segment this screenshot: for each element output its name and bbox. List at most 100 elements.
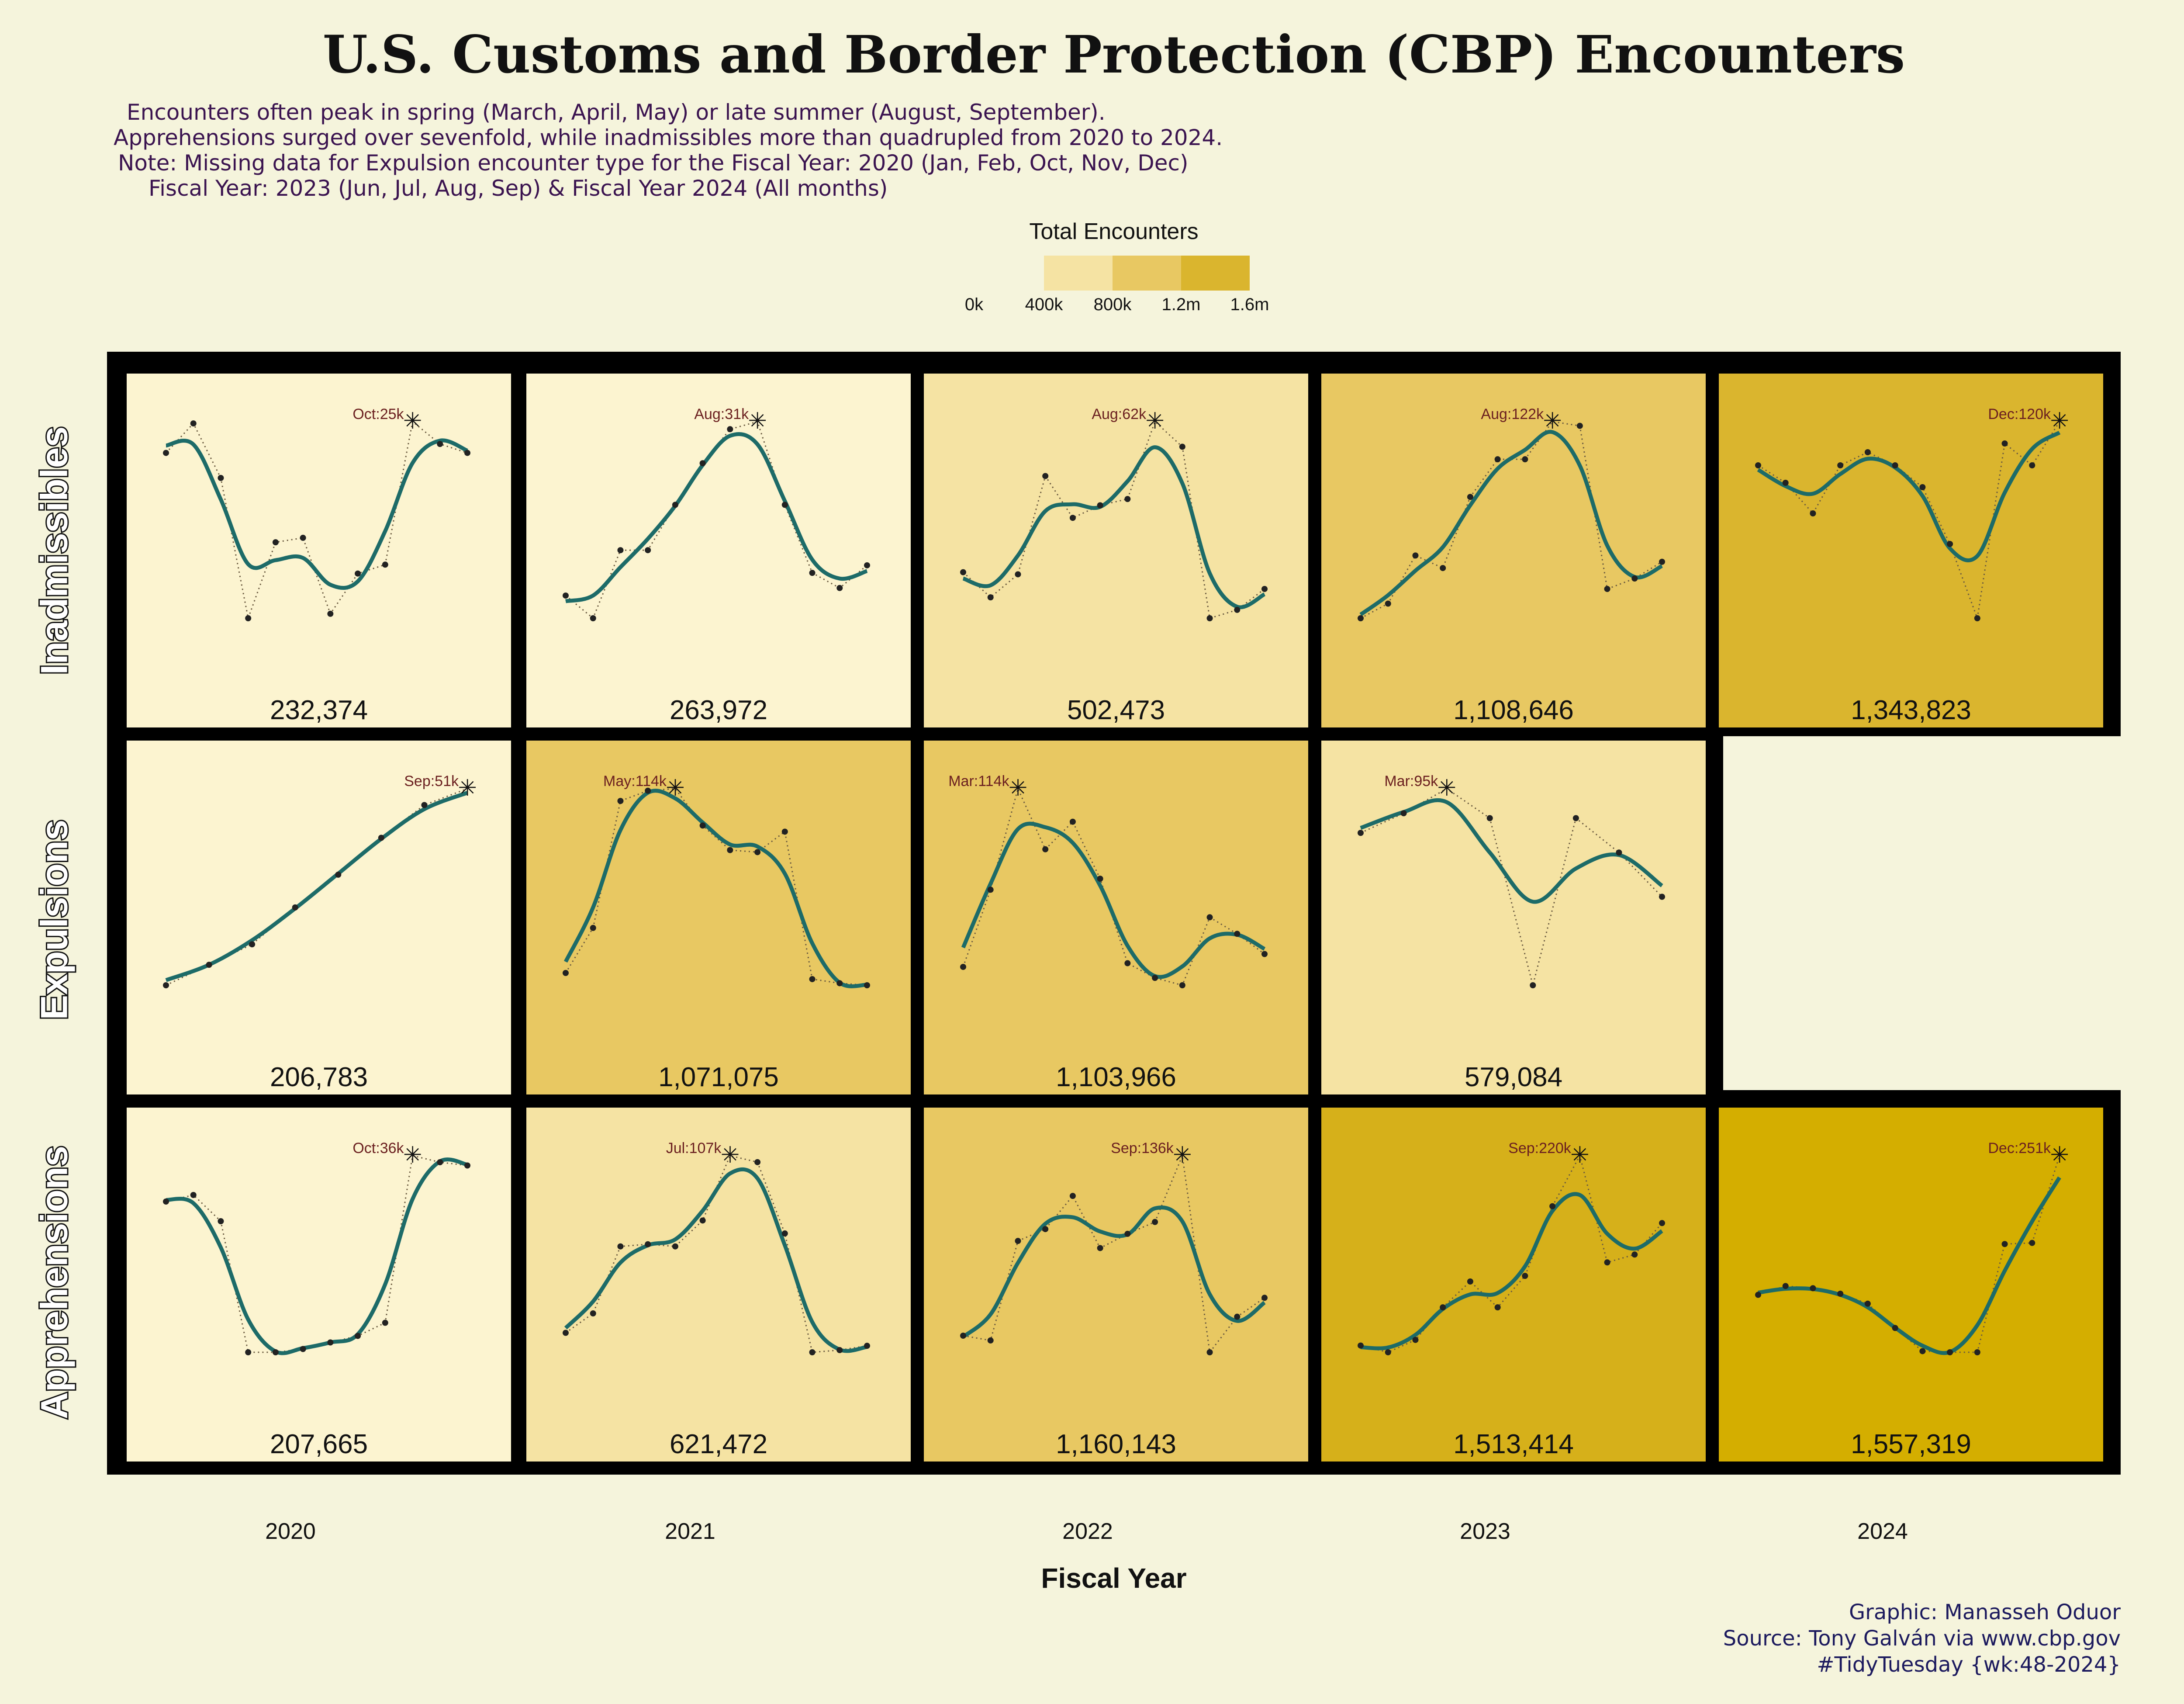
panel-total: 502,473 — [1067, 695, 1165, 725]
monthly-point — [1974, 615, 1980, 621]
peak-label: Dec:120k — [1988, 406, 2051, 423]
monthly-point — [1631, 1251, 1638, 1258]
monthly-point — [1494, 1304, 1501, 1311]
monthly-connector-line — [1360, 1153, 1663, 1353]
monthly-point — [836, 980, 843, 987]
monthly-point — [1530, 982, 1536, 988]
chart-title: U.S. Customs and Border Protection (CBP)… — [322, 24, 1905, 85]
monthly-point — [163, 982, 169, 988]
monthly-point — [1892, 1325, 1898, 1331]
peak-label: Oct:36k — [352, 1140, 404, 1157]
monthly-point — [563, 592, 569, 599]
monthly-point — [645, 547, 651, 554]
trend-line — [166, 438, 468, 590]
monthly-point — [1400, 810, 1407, 817]
monthly-point — [1755, 462, 1761, 468]
trend-line — [1758, 1176, 2061, 1355]
peak-marker: ✳ — [1437, 775, 1456, 801]
monthly-point — [1486, 815, 1493, 821]
monthly-point — [300, 1346, 306, 1352]
panel-plot: ✳Dec:251k — [1755, 1140, 2069, 1355]
monthly-point — [327, 610, 334, 617]
peak-marker: ✳ — [458, 775, 477, 801]
legend-swatch-2 — [1113, 256, 1181, 291]
panel-plot: ✳Mar:95k — [1358, 773, 1665, 988]
monthly-point — [1234, 931, 1241, 937]
trend-line — [962, 445, 1266, 610]
monthly-point — [1042, 1226, 1049, 1233]
caption-line-1: Graphic: Manasseh Oduor — [1849, 1600, 2121, 1624]
monthly-point — [1097, 876, 1103, 882]
monthly-point — [617, 547, 624, 554]
monthly-point — [617, 798, 624, 804]
monthly-point — [1440, 565, 1446, 571]
monthly-point — [1522, 456, 1528, 463]
subtitle-line-4: Fiscal Year: 2023 (Jun, Jul, Aug, Sep) &… — [149, 176, 888, 201]
monthly-point — [437, 1159, 443, 1165]
panel-inadmissibles-2024: ✳ Dec:120k 1,343,823 — [1719, 374, 2103, 727]
monthly-point — [1097, 502, 1103, 509]
monthly-point — [1919, 484, 1926, 490]
monthly-connector-line — [1360, 421, 1662, 619]
panel-total: 1,513,414 — [1453, 1429, 1574, 1459]
monthly-point — [727, 847, 733, 853]
panel-total: 1,071,075 — [658, 1062, 779, 1092]
monthly-point — [190, 420, 197, 427]
monthly-point — [1919, 1348, 1926, 1354]
monthly-point — [2029, 1240, 2035, 1246]
subtitle-line-1: Encounters often peak in spring (March, … — [127, 100, 1106, 125]
col-label-2024: 2024 — [1857, 1519, 1908, 1544]
monthly-connector-line — [565, 1155, 867, 1353]
monthly-point — [1234, 1313, 1241, 1320]
monthly-point — [590, 615, 596, 621]
monthly-point — [1947, 1349, 1953, 1355]
monthly-point — [1069, 515, 1076, 521]
monthly-point — [464, 1162, 470, 1169]
panel-plot: ✳Sep:220k — [1358, 1140, 1665, 1355]
col-label-2022: 2022 — [1062, 1519, 1113, 1544]
monthly-point — [1974, 1349, 1980, 1355]
monthly-point — [1042, 473, 1049, 479]
monthly-point — [1576, 423, 1583, 429]
monthly-point — [590, 1310, 596, 1316]
panel-inadmissibles-2020: ✳ Oct:25k 232,374 — [127, 374, 511, 727]
monthly-point — [382, 1320, 388, 1326]
peak-label: Dec:251k — [1988, 1140, 2051, 1157]
trend-line — [1360, 798, 1663, 904]
panel-plot: ✳Aug:122k — [1358, 406, 1665, 621]
monthly-point — [1616, 849, 1622, 856]
monthly-point — [300, 534, 306, 541]
monthly-point — [864, 562, 870, 568]
monthly-point — [2029, 462, 2035, 468]
peak-marker: ✳ — [721, 1142, 740, 1168]
monthly-point — [355, 1333, 361, 1339]
monthly-point — [1206, 615, 1213, 621]
legend-title: Total Encounters — [1029, 219, 1199, 244]
monthly-point — [1097, 1245, 1103, 1251]
monthly-point — [864, 1343, 870, 1349]
monthly-point — [1412, 1337, 1419, 1343]
monthly-point — [245, 1349, 252, 1355]
panel-total: 232,374 — [270, 695, 368, 725]
monthly-point — [355, 570, 361, 577]
legend-colorbar — [1044, 256, 1250, 291]
monthly-point — [1631, 575, 1638, 582]
monthly-point — [1385, 600, 1391, 607]
panel-plot: ✳Dec:120k — [1755, 406, 2069, 621]
monthly-connector-line — [1360, 788, 1663, 986]
monthly-point — [672, 1243, 678, 1250]
monthly-point — [1659, 894, 1665, 900]
monthly-point — [1522, 1273, 1528, 1279]
monthly-point — [645, 787, 651, 794]
trend-line — [565, 432, 868, 603]
panel-plot: ✳Jul:107k — [563, 1140, 870, 1355]
monthly-point — [2001, 440, 2008, 447]
monthly-point — [836, 585, 843, 591]
monthly-point — [1261, 951, 1268, 957]
peak-marker: ✳ — [1009, 775, 1028, 801]
panel-apprehensions-2023: ✳ Sep:220k 1,513,414 — [1321, 1108, 1706, 1462]
caption: Graphic: Manasseh Oduor Source: Tony Gal… — [1723, 1599, 2121, 1678]
panel-apprehensions-2022: ✳ Sep:136k 1,160,143 — [924, 1108, 1308, 1462]
monthly-point — [1755, 1292, 1761, 1298]
monthly-point — [960, 1333, 966, 1339]
